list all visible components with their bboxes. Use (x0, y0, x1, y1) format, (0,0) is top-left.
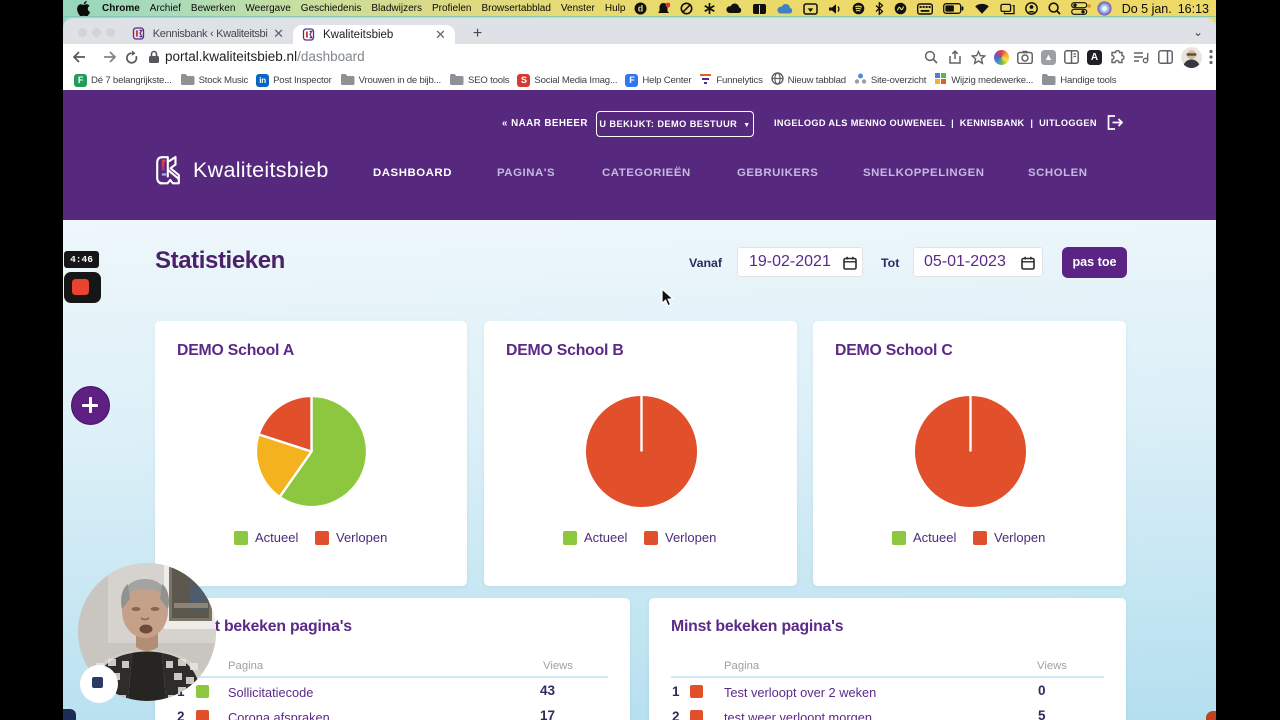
svg-text:d: d (637, 4, 643, 14)
